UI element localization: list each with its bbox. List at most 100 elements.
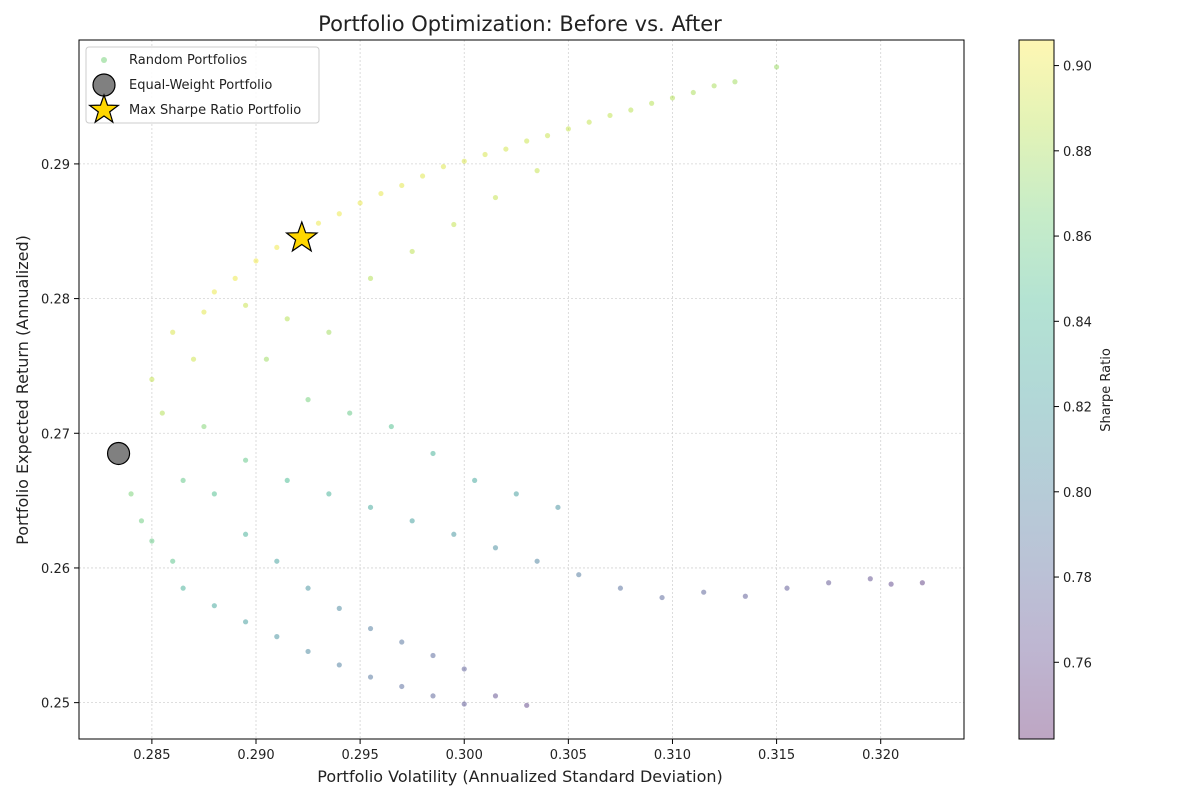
scatter-point: [419, 173, 426, 179]
scatter-point: [919, 580, 925, 586]
scatter-point: [409, 518, 415, 524]
scatter-point: [607, 112, 613, 119]
x-tick-label: 0.295: [342, 748, 379, 763]
colorbar-gradient: [1019, 40, 1054, 739]
scatter-point: [211, 289, 217, 295]
x-tick-label: 0.320: [862, 748, 899, 763]
scatter-point: [461, 158, 467, 164]
grid-lines: [79, 40, 964, 739]
colorbar: 0.76 0.78 0.80 0.82 0.84 0.86 0.88 0.90 Sharpe …: [1018, 39, 1114, 740]
colorbar-tick-label: 0.80: [1063, 486, 1092, 501]
legend-marker-equal-weight: [92, 73, 116, 97]
x-tick-label: 0.305: [550, 748, 587, 763]
colorbar-tick-label: 0.86: [1063, 230, 1092, 245]
colorbar-tick-label: 0.88: [1063, 145, 1092, 160]
x-tick-label: 0.315: [758, 748, 795, 763]
x-tick-label: 0.285: [133, 748, 170, 763]
scatter-point: [773, 64, 780, 70]
scatter-point: [649, 100, 655, 106]
scatter-point: [399, 182, 405, 189]
legend-marker-random: [101, 57, 107, 63]
colorbar-tick-label: 0.76: [1063, 656, 1092, 671]
scatter-point: [534, 168, 540, 174]
scatter-point: [461, 701, 467, 707]
y-axis-ticks: 0.25 0.26 0.27 0.28 0.29: [41, 158, 79, 712]
scatter-point: [326, 329, 332, 335]
scatter-point: [701, 589, 707, 595]
scatter-point: [305, 648, 311, 655]
scatter-point: [826, 580, 832, 586]
scatter-point: [367, 674, 374, 680]
scatter-point: [128, 491, 134, 497]
scatter-point: [472, 477, 478, 484]
y-tick-label: 0.27: [41, 427, 70, 442]
scatter-point: [617, 585, 624, 591]
y-tick-label: 0.25: [41, 697, 70, 712]
x-axis-ticks: 0.285 0.290 0.295 0.300 0.305 0.310 0.315 0.320: [133, 739, 899, 763]
y-tick-label: 0.29: [41, 158, 70, 173]
scatter-point: [544, 133, 551, 139]
scatter-point: [784, 585, 790, 591]
scatter-point: [492, 194, 499, 201]
colorbar-label: Sharpe Ratio: [1099, 348, 1114, 432]
data-points: [106, 64, 925, 708]
scatter-point: [440, 164, 447, 170]
scatter-point: [347, 410, 353, 416]
scatter-point: [180, 585, 186, 591]
scatter-point: [669, 95, 676, 101]
scatter-point: [211, 603, 217, 609]
scatter-point: [274, 634, 280, 640]
scatter-point: [565, 126, 571, 132]
scatter-point: [149, 538, 155, 544]
scatter-point: [659, 594, 665, 601]
scatter-point: [524, 138, 530, 144]
scatter-point: [180, 477, 186, 484]
scatter-point: [503, 146, 509, 152]
scatter-point: [430, 652, 436, 659]
legend-label-random: Random Portfolios: [129, 53, 247, 68]
scatter-point: [201, 423, 207, 430]
colorbar-tick-label: 0.90: [1063, 60, 1092, 75]
legend-label-max-sharpe: Max Sharpe Ratio Portfolio: [129, 103, 301, 118]
plot-area-frame: [78, 39, 965, 740]
scatter-point: [170, 558, 176, 564]
scatter-point: [305, 585, 311, 591]
scatter-point: [336, 211, 342, 217]
max-sharpe-marker: [284, 220, 319, 253]
scatter-point: [690, 89, 696, 96]
scatter-point: [253, 258, 259, 264]
scatter-point: [586, 119, 592, 125]
scatter-point: [430, 693, 436, 699]
colorbar-tick-label: 0.84: [1063, 315, 1092, 330]
scatter-point: [430, 450, 436, 457]
scatter-point: [451, 531, 457, 537]
scatter-point: [242, 531, 249, 537]
scatter-point: [492, 545, 499, 551]
scatter-point: [357, 200, 363, 206]
x-tick-label: 0.300: [446, 748, 483, 763]
scatter-point: [867, 576, 873, 582]
scatter-point: [242, 302, 249, 308]
scatter-point: [315, 220, 322, 226]
scatter-point: [711, 83, 717, 89]
y-tick-label: 0.26: [41, 562, 70, 577]
legend-box: [85, 46, 320, 124]
scatter-point: [274, 558, 280, 564]
scatter-point: [534, 558, 540, 564]
scatter-point: [190, 356, 197, 362]
scatter-point: [170, 329, 176, 335]
scatter-point: [555, 504, 561, 510]
scatter-point: [201, 309, 207, 315]
scatter-point: [399, 639, 405, 645]
y-axis-label: Portfolio Expected Return (Annualized): [13, 235, 32, 545]
scatter-point: [284, 316, 290, 322]
equal-weight-marker: [106, 441, 131, 466]
y-tick-label: 0.28: [41, 293, 70, 308]
scatter-point: [378, 190, 384, 197]
scatter-point: [326, 491, 332, 497]
legend: Random Portfolios Equal-Weight Portfolio…: [85, 46, 320, 124]
scatter-point: [482, 151, 488, 158]
scatter-point: [284, 477, 290, 484]
x-tick-label: 0.290: [237, 748, 274, 763]
